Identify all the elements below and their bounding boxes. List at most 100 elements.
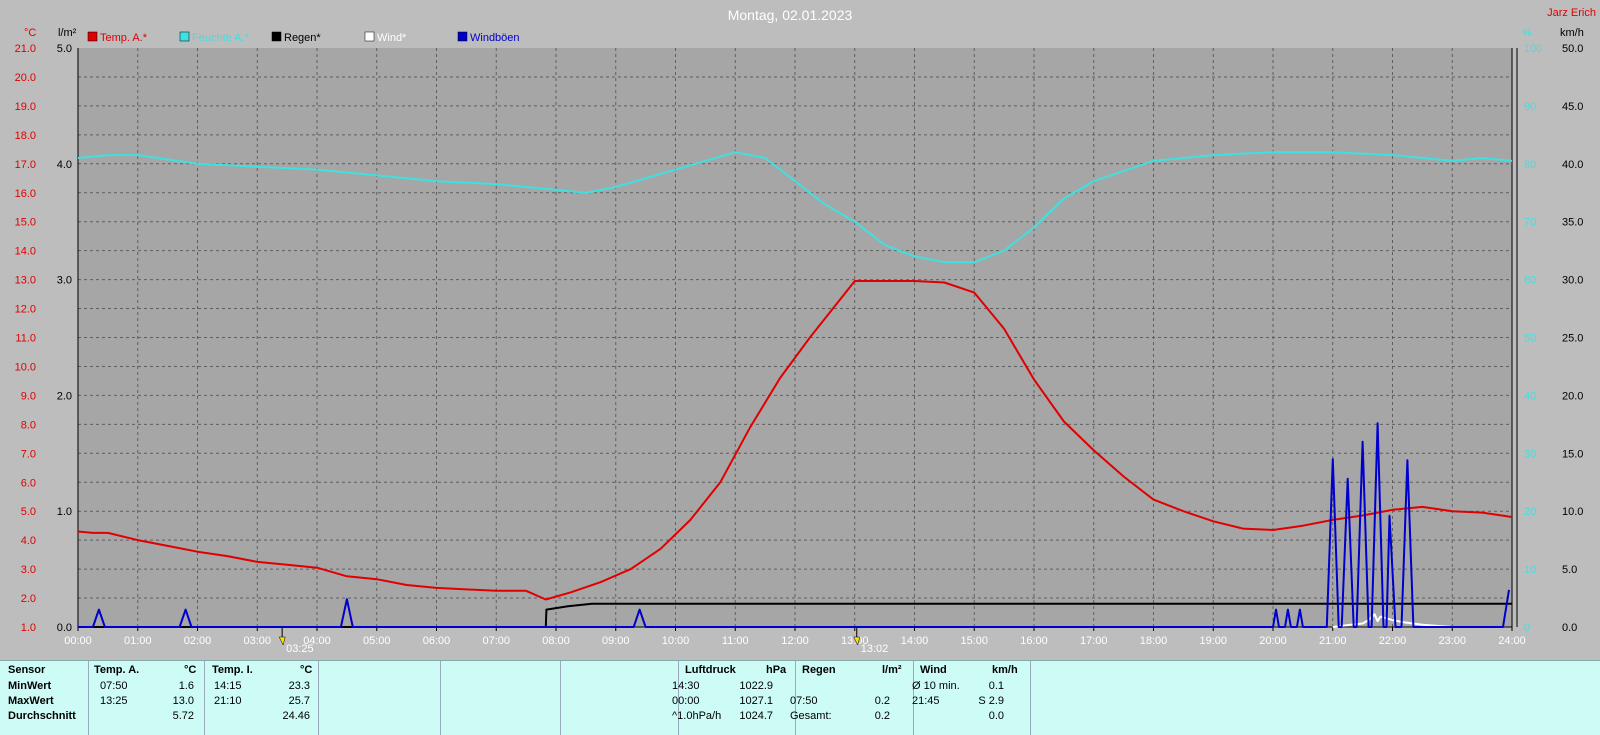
divider: [88, 661, 89, 735]
stat-cell: 24.46: [282, 710, 310, 722]
wind-tick-label: 50.0: [1562, 43, 1583, 55]
x-tick-label: 21:00: [1319, 635, 1347, 647]
legend-swatch: [179, 31, 190, 42]
temp-tick-label: 13.0: [15, 275, 36, 287]
stat-cell: 25.7: [288, 695, 310, 707]
divider: [318, 661, 319, 735]
legend-swatch: [87, 31, 98, 42]
legend-label: Temp. A.*: [100, 32, 148, 44]
humidity-tick-label: 80: [1524, 159, 1536, 171]
divider: [204, 661, 205, 735]
x-tick-label: 02:00: [184, 635, 212, 647]
temp-tick-label: 19.0: [15, 101, 36, 113]
stat-cell: 0.1: [988, 680, 1004, 692]
stat-cell: 13:25: [100, 695, 128, 707]
temp-tick-label: 14.0: [15, 246, 36, 258]
stat-cell: 5.72: [172, 710, 194, 722]
x-tick-label: 24:00: [1498, 635, 1526, 647]
stat-cell: 0.0: [988, 710, 1004, 722]
legend-label: Windböen: [470, 32, 520, 44]
divider: [913, 661, 914, 735]
temp-tick-label: 9.0: [21, 390, 36, 402]
temp-tick-label: 3.0: [21, 564, 36, 576]
stat-cell: 21:45: [912, 695, 940, 707]
x-tick-label: 08:00: [542, 635, 570, 647]
wind-tick-label: 45.0: [1562, 101, 1583, 113]
series-line: [78, 422, 1510, 628]
header-temp-a: Temp. A.: [94, 664, 140, 676]
temp-tick-label: 21.0: [15, 43, 36, 55]
stat-cell: 0.2: [874, 695, 890, 707]
humidity-tick-label: 0: [1524, 622, 1530, 634]
divider: [560, 661, 561, 735]
stat-cell: ^1.0hPa/h: [672, 710, 722, 722]
marker-icon: [278, 636, 286, 646]
temp-tick-label: 11.0: [15, 333, 36, 345]
temp-tick-label: 8.0: [21, 419, 36, 431]
stat-cell: Gesamt:: [790, 710, 832, 722]
x-tick-label: 12:00: [781, 635, 809, 647]
temp-tick-label: 12.0: [15, 304, 36, 316]
wind-tick-label: 35.0: [1562, 217, 1583, 229]
statistics-table: Sensor Temp. A. °C Temp. I. °C Luftdruck…: [0, 660, 1600, 735]
stat-cell: 14:30: [672, 680, 700, 692]
series-line: [77, 151, 1513, 264]
x-tick-label: 05:00: [363, 635, 391, 647]
wind-unit-label: km/h: [1560, 27, 1584, 39]
x-tick-label: 18:00: [1140, 635, 1168, 647]
humidity-tick-label: 100: [1524, 43, 1542, 55]
x-tick-label: 03:00: [243, 635, 271, 647]
rain-tick-label: 2.0: [57, 390, 72, 402]
wind-tick-label: 40.0: [1562, 159, 1583, 171]
stat-row-label: MaxWert: [8, 695, 54, 707]
x-tick-label: 20:00: [1259, 635, 1287, 647]
temp-tick-label: 17.0: [15, 159, 36, 171]
temp-tick-label: 10.0: [15, 361, 36, 373]
header-rain-unit: l/m²: [882, 664, 902, 676]
header-temp-i: Temp. I.: [212, 664, 253, 676]
x-tick-label: 04:00: [303, 635, 331, 647]
x-tick-label: 17:00: [1080, 635, 1108, 647]
humidity-tick-label: 60: [1524, 275, 1536, 287]
divider: [440, 661, 441, 735]
rain-tick-label: 3.0: [57, 275, 72, 287]
divider: [795, 661, 796, 735]
humidity-tick-label: 40: [1524, 390, 1536, 402]
humidity-tick-label: 20: [1524, 506, 1536, 518]
stat-cell: Ø 10 min.: [912, 680, 960, 692]
series-line: [77, 280, 1513, 601]
temp-tick-label: 20.0: [15, 72, 36, 84]
marker-time-label: 13:02: [861, 643, 889, 655]
temp-tick-label: 1.0: [21, 622, 36, 634]
x-tick-label: 11:00: [722, 635, 749, 647]
x-tick-label: 09:00: [602, 635, 630, 647]
x-tick-label: 14:00: [901, 635, 929, 647]
header-temp-i-unit: °C: [300, 664, 313, 676]
temp-unit-label: °C: [24, 27, 36, 39]
temp-tick-label: 18.0: [15, 130, 36, 142]
wind-tick-label: 0.0: [1562, 622, 1577, 634]
temp-tick-label: 4.0: [21, 535, 36, 547]
author-label: Jarz Erich: [1547, 7, 1596, 19]
stat-cell: 07:50: [790, 695, 818, 707]
chart-axes: 00:00 01:00 02:00 03:00 04:00 05:00 06:00 07:00…: [15, 27, 1584, 655]
humidity-tick-label: 90: [1524, 101, 1536, 113]
rain-tick-label: 4.0: [57, 159, 72, 171]
header-wind-unit: km/h: [992, 664, 1018, 676]
stat-row-label: MinWert: [8, 680, 52, 692]
legend-label: Feuchte A.*: [192, 32, 250, 44]
x-tick-label: 06:00: [423, 635, 451, 647]
stat-cell: 1024.7: [739, 710, 773, 722]
chart-title: Montag, 02.01.2023: [728, 7, 853, 23]
x-tick-label: 19:00: [1199, 635, 1227, 647]
humidity-tick-label: 50: [1524, 333, 1536, 345]
x-tick-label: 10:00: [662, 635, 690, 647]
x-tick-label: 13:00: [841, 635, 869, 647]
marker-icon: [853, 636, 861, 646]
stat-cell: S 2.9: [978, 695, 1004, 707]
x-tick-label: 23:00: [1438, 635, 1466, 647]
header-sensor: Sensor: [8, 664, 46, 676]
stat-row-label: Durchschnitt: [8, 710, 76, 722]
x-tick-label: 15:00: [960, 635, 988, 647]
rain-tick-label: 0.0: [57, 622, 72, 634]
